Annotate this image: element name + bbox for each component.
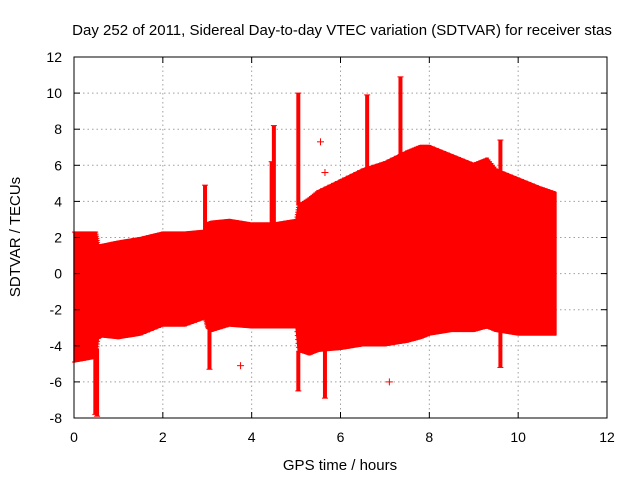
y-tick-label: 10: [46, 85, 62, 101]
spike-bar: [322, 350, 327, 399]
spike-bar: [498, 140, 503, 171]
y-tick-label: 4: [54, 193, 62, 209]
spike-bar: [271, 125, 276, 224]
spike-bar: [269, 161, 274, 224]
y-tick-label: -8: [50, 410, 63, 426]
x-tick-label: 2: [159, 429, 167, 445]
y-tick-label: 12: [46, 49, 62, 65]
y-tick-label: 6: [54, 157, 62, 173]
spike-bar: [296, 93, 301, 206]
spike-bar: [203, 185, 208, 231]
spike-bar: [207, 329, 212, 370]
x-tick-label: 0: [70, 429, 78, 445]
y-tick-label: 0: [54, 266, 62, 282]
spike-bar: [296, 351, 301, 391]
y-tick-label: 2: [54, 230, 62, 246]
x-tick-label: 12: [599, 429, 615, 445]
spike-bar: [498, 332, 503, 368]
x-tick-label: 8: [425, 429, 433, 445]
data-series: [72, 76, 557, 417]
x-tick-label: 6: [337, 429, 345, 445]
y-axis-title: SDTVAR / TECUs: [7, 177, 24, 297]
data-envelope: [73, 144, 557, 363]
spike-bar: [365, 94, 370, 168]
y-tick-label: -4: [50, 338, 63, 354]
chart-title: Day 252 of 2011, Sidereal Day-to-day VTE…: [72, 22, 612, 39]
y-tick-label: 8: [54, 121, 62, 137]
spike-bar: [95, 348, 100, 417]
spike-bar: [398, 76, 403, 155]
y-tick-label: -6: [50, 374, 63, 390]
x-tick-label: 4: [248, 429, 256, 445]
x-axis-title: GPS time / hours: [283, 457, 397, 474]
axis-ticks: 0 2 4 6 8 10 12 -8 -6 -4 -2 0 2 4 6 8 10 12: [46, 49, 615, 445]
y-tick-label: -2: [50, 302, 63, 318]
x-tick-label: 10: [510, 429, 526, 445]
